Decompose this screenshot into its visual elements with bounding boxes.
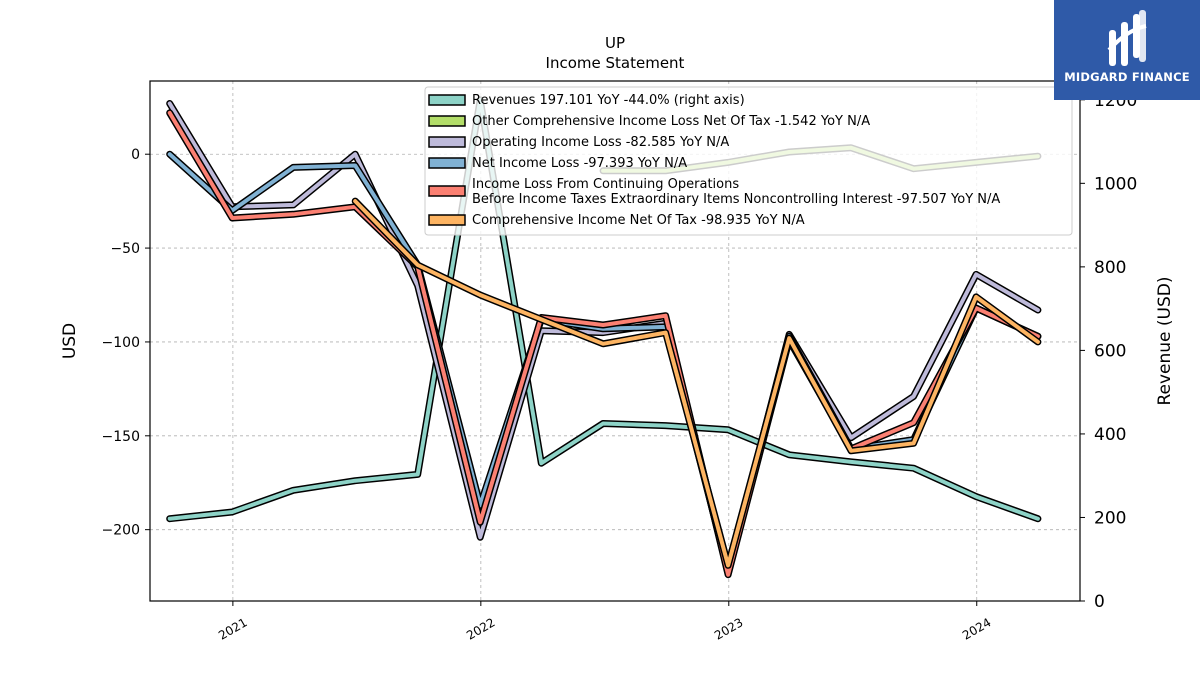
legend: Revenues 197.101 YoY -44.0% (right axis)…: [424, 86, 1073, 236]
chart-title: UP: [605, 34, 625, 52]
y-tick-label: −50: [110, 241, 140, 257]
legend-label: Income Loss From Continuing Operations: [472, 177, 739, 192]
legend-swatch: [428, 94, 466, 106]
legend-label: Comprehensive Income Net Of Tax -98.935 …: [472, 213, 805, 228]
y2-tick-label: 600: [1094, 341, 1126, 361]
y-axis-label: USD: [60, 323, 80, 359]
legend-label: Operating Income Loss -82.585 YoY N/A: [472, 135, 729, 150]
legend-swatch: [428, 185, 466, 197]
legend-label: Net Income Loss -97.393 YoY N/A: [472, 156, 687, 171]
plot-frame: [149, 80, 1081, 602]
legend-label: Before Income Taxes Extraordinary Items …: [472, 192, 1000, 207]
series-0: [166, 96, 1042, 523]
y-tick-label: −100: [102, 335, 140, 351]
midgard-finance-logo: MIDGARD FINANCE: [1054, 0, 1200, 100]
y2-axis-label: Revenue (USD): [1155, 276, 1175, 405]
series-line: [167, 97, 1040, 521]
legend-swatch: [428, 214, 466, 226]
series-4: [166, 109, 1042, 579]
series-line: [353, 199, 1040, 568]
y2-tick-label: 1000: [1094, 174, 1137, 194]
legend-swatch: [428, 157, 466, 169]
y-tick-label: 0: [131, 147, 140, 163]
midgard-logo-icon: [1107, 10, 1147, 66]
y-tick-label: −200: [102, 523, 140, 539]
series-line: [167, 101, 1040, 573]
logo-brand-name: MIDGARD FINANCE: [1064, 70, 1190, 84]
y2-tick-label: 0: [1094, 592, 1105, 612]
y2-tick-label: 800: [1094, 258, 1126, 278]
series-5: [351, 197, 1042, 569]
series-line: [167, 110, 1040, 577]
y2-tick-label: 200: [1094, 508, 1126, 528]
x-tick-label: 2023: [712, 615, 745, 642]
legend-swatch: [428, 115, 466, 127]
chart-subtitle: Income Statement: [546, 54, 685, 72]
legend-swatch: [428, 136, 466, 148]
x-tick-label: 2022: [464, 615, 497, 642]
legend-box: [424, 86, 1073, 236]
series-2: [166, 100, 1042, 575]
x-tick-label: 2024: [960, 615, 993, 642]
y2-tick-label: 400: [1094, 425, 1126, 445]
legend-label: Other Comprehensive Income Loss Net Of T…: [472, 114, 870, 129]
legend-label: Revenues 197.101 YoY -44.0% (right axis): [472, 93, 745, 108]
x-tick-label: 2021: [216, 615, 249, 642]
y-tick-label: −150: [102, 429, 140, 445]
